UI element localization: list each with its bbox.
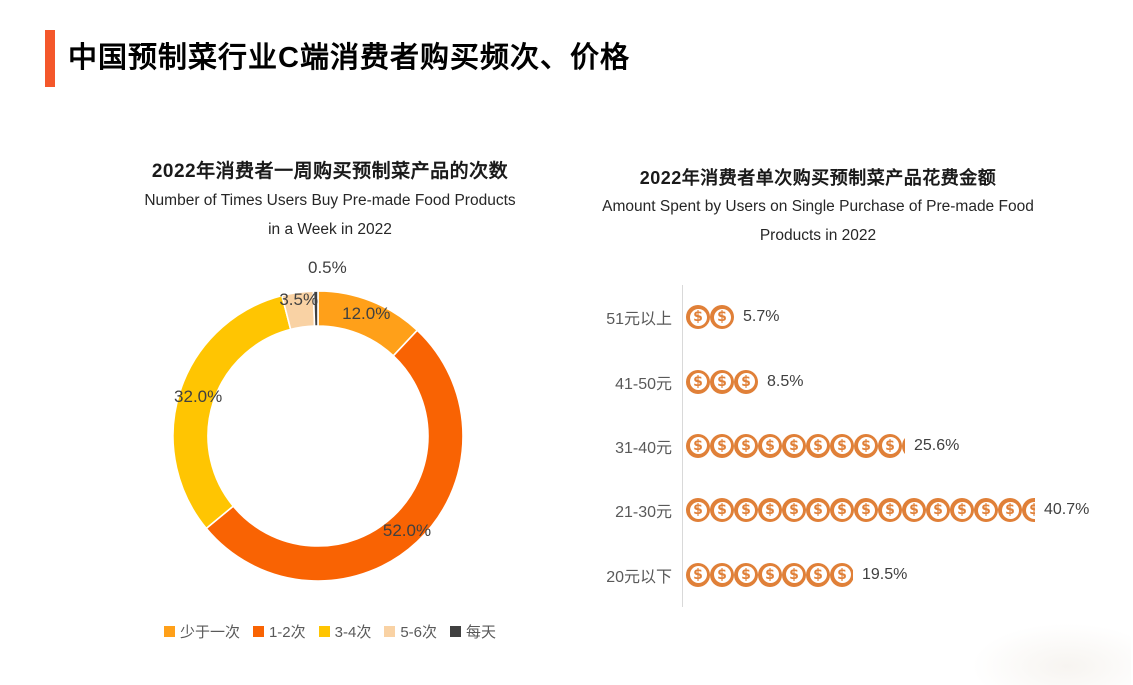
coin-icon: [950, 498, 974, 523]
coin-icon: [806, 498, 830, 523]
row-percent-label: 19.5%: [862, 565, 908, 583]
coin-icon: [710, 305, 734, 330]
legend-item-5-6次: 5-6次: [384, 621, 437, 642]
legend-item-每天: 每天: [450, 621, 496, 642]
row-percent-label: 8.5%: [767, 372, 804, 390]
category-axis-line: [682, 285, 683, 607]
coin-strip: [686, 562, 853, 587]
coin-icon: [854, 498, 878, 523]
legend-marker-icon: [384, 626, 396, 637]
legend-item-3-4次: 3-4次: [318, 621, 372, 642]
coin-icon: [710, 562, 734, 587]
legend-marker-icon: [450, 626, 462, 637]
coin-icon: [806, 433, 830, 458]
coin-partial-icon: [830, 562, 853, 587]
coin-icon: [686, 369, 710, 394]
right-chart-title-zh: 2022年消费者单次购买预制菜产品花费金额: [639, 168, 997, 188]
legend-marker-icon: [318, 626, 330, 637]
left-chart-title-zh: 2022年消费者一周购买预制菜产品的次数: [151, 161, 509, 182]
right-chart-title-en-line2: Products in 2022: [759, 227, 877, 244]
donut-label-每天: 0.5%: [307, 258, 347, 278]
donut-legend: 少于一次 1-2次 3-4次 5-6次 每天: [100, 621, 560, 642]
coin-icon: [782, 433, 806, 458]
coin-icon: [830, 433, 854, 458]
coin-row-31-40元: 31-40元 25.6%: [560, 414, 1133, 478]
donut-chart: [168, 286, 468, 586]
right-chart-title-en-line1: Amount Spent by Users on Single Purchase…: [602, 198, 1034, 215]
coin-icon: [878, 498, 902, 523]
coin-icon: [758, 433, 782, 458]
coin-icon: [806, 562, 830, 587]
coin-icon: [710, 369, 734, 394]
coin-icon: [758, 498, 782, 523]
legend-label: 每天: [466, 624, 497, 641]
coin-pictogram-chart: 51元以上 5.7% 41-50元 8.5% 31-40元 25.6% 21-30元 40.7…: [560, 285, 1133, 607]
donut-segment-1-2次: [205, 329, 464, 582]
legend-label: 5-6次: [400, 624, 438, 641]
coin-icon: [734, 498, 758, 523]
row-label: 21-30元: [615, 504, 672, 522]
legend-marker-icon: [252, 626, 264, 637]
row-percent-label: 40.7%: [1044, 501, 1090, 519]
coin-icon: [902, 433, 905, 458]
page-title: 中国预制菜行业C端消费者购买频次、价格: [68, 42, 630, 74]
coin-row-21-30元: 21-30元 40.7%: [560, 478, 1133, 542]
coin-icon: [686, 562, 710, 587]
coin-strip: [686, 369, 758, 394]
page-header: 中国预制菜行业C端消费者购买频次、价格: [45, 30, 630, 87]
row-label: 51元以上: [606, 311, 672, 329]
coin-icon: [686, 498, 710, 523]
legend-item-1-2次: 1-2次: [252, 621, 306, 642]
coin-icon: [758, 562, 782, 587]
coin-icon: [782, 562, 806, 587]
legend-marker-icon: [163, 626, 175, 637]
left-chart-titles: 2022年消费者一周购买预制菜产品的次数 Number of Times Use…: [100, 158, 560, 244]
title-accent-bar: [45, 30, 55, 87]
coin-icon: [734, 369, 758, 394]
coin-icon: [902, 498, 926, 523]
coin-row-41-50元: 41-50元 8.5%: [560, 349, 1133, 413]
watermark: [971, 623, 1131, 685]
coin-row-51元以上: 51元以上 5.7%: [560, 285, 1133, 349]
donut-svg: [172, 290, 464, 582]
legend-label: 3-4次: [334, 624, 372, 641]
row-label: 20元以下: [606, 568, 672, 586]
left-chart-title-en-line2: in a Week in 2022: [268, 221, 392, 238]
row-label: 31-40元: [615, 439, 672, 457]
donut-segment-3-4次: [172, 294, 292, 530]
coin-icon: [998, 498, 1022, 523]
legend-item-少于一次: 少于一次: [163, 621, 240, 642]
legend-label: 1-2次: [268, 624, 306, 641]
left-chart-title-en-line1: Number of Times Users Buy Pre-made Food …: [144, 192, 516, 209]
row-label: 41-50元: [615, 375, 672, 393]
coin-icon: [710, 433, 734, 458]
coin-row-20元以下: 20元以下 19.5%: [560, 543, 1133, 607]
legend-label: 少于一次: [179, 624, 240, 641]
coin-icon: [878, 433, 902, 458]
coin-icon: [686, 433, 710, 458]
coin-icon: [926, 498, 950, 523]
row-percent-label: 5.7%: [743, 308, 780, 326]
coin-strip: [686, 498, 1035, 523]
coin-icon: [974, 498, 998, 523]
coin-icon: [1022, 498, 1035, 523]
coin-icon: [686, 305, 710, 330]
coin-icon: [782, 498, 806, 523]
donut-segment-每天: [312, 290, 319, 327]
coin-icon: [734, 433, 758, 458]
coin-partial-icon: [902, 433, 905, 458]
coin-icon: [710, 498, 734, 523]
coin-icon: [830, 562, 853, 587]
coin-icon: [830, 498, 854, 523]
coin-icon: [854, 433, 878, 458]
coin-icon: [734, 562, 758, 587]
coin-strip: [686, 305, 734, 330]
row-percent-label: 25.6%: [914, 436, 960, 454]
right-chart-titles: 2022年消费者单次购买预制菜产品花费金额 Amount Spent by Us…: [560, 164, 1076, 250]
coin-partial-icon: [1022, 498, 1035, 523]
coin-strip: [686, 433, 905, 458]
